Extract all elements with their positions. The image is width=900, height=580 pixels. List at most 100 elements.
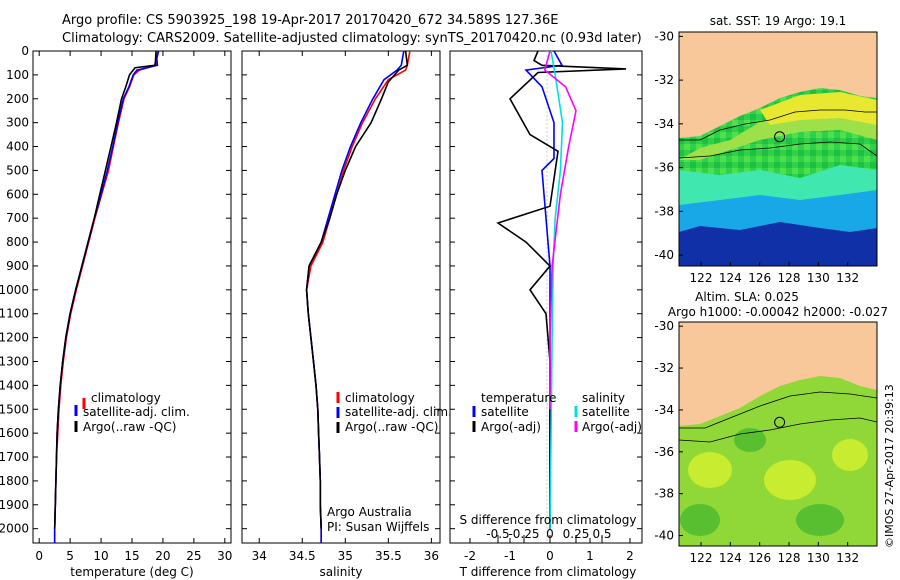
lat-tick-label: -32 <box>654 73 674 87</box>
depth-tick-label: 1300 <box>0 354 29 368</box>
x2-tick-label: -0.5 <box>486 527 509 541</box>
watermark: ©IMOS 27-Apr-2017 20:39:13 <box>883 384 896 548</box>
depth-tick-label: 1900 <box>0 498 29 512</box>
series-line <box>543 51 577 410</box>
lon-tick-label: 122 <box>690 271 713 285</box>
lon-tick-label: 132 <box>836 551 859 565</box>
salinity-y-ticks <box>242 50 440 530</box>
x2-tick-label: 0 <box>546 527 554 541</box>
legend-argo: Argo(..raw -QC) <box>83 420 176 434</box>
lat-tick-label: -36 <box>654 161 674 175</box>
x-tick-label: 2 <box>626 549 634 563</box>
sst-yellow-band <box>760 92 877 125</box>
lon-tick-label: 122 <box>690 551 713 565</box>
lon-tick-label: 132 <box>836 271 859 285</box>
legend-salinity-heading: salinity <box>582 391 625 405</box>
depth-tick-label: 300 <box>6 116 29 130</box>
depth-tick-label: 1100 <box>0 307 29 321</box>
sst-cold-band <box>679 222 877 266</box>
lat-tick-label: -40 <box>654 248 674 262</box>
x-tick-label: 35 <box>338 549 353 563</box>
depth-tick-label: 2000 <box>0 522 29 536</box>
salinity-panel: 34 34.5 35 35.5 36 salinity climatology sate… <box>241 50 452 579</box>
temperature-panel: 0100200300400500600700800900100011001200… <box>0 44 232 579</box>
salinity-xlabel: salinity <box>319 565 362 579</box>
x-tick-label: -2 <box>464 549 476 563</box>
sla-blob <box>734 428 766 452</box>
depth-tick-label: 0 <box>21 44 29 58</box>
x-tick-label: 25 <box>186 549 201 563</box>
series-line <box>496 51 627 529</box>
header-line-1: Argo profile: CS 5903925_198 19-Apr-2017… <box>62 13 558 28</box>
salinity-legend: climatology satellite-adj. clim. Argo(..… <box>336 391 452 434</box>
sla-blob <box>688 452 732 488</box>
series-line <box>305 51 409 529</box>
depth-tick-label: 1600 <box>0 426 29 440</box>
x-tick-label: 36 <box>424 549 439 563</box>
series-line <box>549 51 564 529</box>
t-difference-label: T difference from climatology <box>459 565 637 579</box>
legend-temp-satellite: satellite <box>481 405 529 419</box>
lon-tick-label: 128 <box>778 551 801 565</box>
legend-sal-satellite: satellite <box>582 405 630 419</box>
temperature-legend: climatology satellite-adj. clim. Argo(..… <box>74 391 190 434</box>
legend-temp-argo: Argo(-adj) <box>481 420 541 434</box>
sst-map-title: sat. SST: 19 Argo: 19.1 <box>710 14 847 28</box>
x-tick-label: 0 <box>35 549 43 563</box>
sla-land <box>679 322 877 426</box>
depth-tick-label: 1500 <box>0 402 29 416</box>
sst-contour <box>679 109 877 141</box>
sla-map: Altim. SLA: 0.025 Argo h1000: -0.00042 h… <box>654 290 888 565</box>
depth-tick-label: 700 <box>6 211 29 225</box>
salinity-axes-box <box>241 50 441 544</box>
sst-contour-2 <box>679 141 877 159</box>
salinity-series <box>305 51 411 543</box>
x-tick-label: 34 <box>252 549 267 563</box>
lat-tick-label: -34 <box>654 117 674 131</box>
x-tick-label: 0 <box>546 549 554 563</box>
series-line <box>53 51 157 529</box>
lat-tick-label: -32 <box>654 361 674 375</box>
sla-lon-axis: 122 124 126 128 130 132 <box>690 542 859 565</box>
sst-lat-axis: -30 -32 -34 -36 -38 -40 <box>654 29 683 262</box>
x-tick-label: -1 <box>504 549 516 563</box>
depth-tick-label: 1700 <box>0 450 29 464</box>
x-tick-label: 15 <box>124 549 139 563</box>
depth-tick-label: 800 <box>6 235 29 249</box>
legend-satellite: satellite-adj. clim. <box>345 405 452 419</box>
lat-tick-label: -38 <box>654 204 674 218</box>
sst-cyan-band <box>679 165 877 205</box>
x-tick-label: 5 <box>66 549 74 563</box>
lon-tick-label: 124 <box>719 271 742 285</box>
temperature-x-axis: 0 5 10 15 20 25 30 <box>35 51 232 563</box>
annotation-pi: PI: Susan Wijffels <box>327 520 429 534</box>
x-tick-label: 30 <box>217 549 232 563</box>
sla-map-subtitle: Argo h1000: -0.00042 h2000: -0.027 <box>668 305 888 319</box>
x2-tick-label: 0.5 <box>592 527 611 541</box>
depth-tick-label: 1000 <box>0 283 29 297</box>
s-difference-label: S difference from climatology <box>460 513 637 527</box>
sla-contour <box>679 391 877 429</box>
legend-satellite: satellite-adj. clim. <box>83 405 190 419</box>
lat-tick-label: -30 <box>654 29 674 43</box>
annotation-argo-australia: Argo Australia <box>327 505 412 519</box>
lat-tick-label: -36 <box>654 445 674 459</box>
lat-tick-label: -40 <box>654 529 674 543</box>
salinity-difference-ticks: -0.5-0.25 0 0.25 0.5 <box>486 527 612 543</box>
depth-tick-label: 600 <box>6 187 29 201</box>
depth-tick-label: 100 <box>6 68 29 82</box>
temperature-xlabel: temperature (deg C) <box>70 565 193 579</box>
x-tick-label: 10 <box>93 549 108 563</box>
depth-tick-label: 1200 <box>0 331 29 345</box>
difference-axes-box <box>449 50 643 544</box>
sla-contour-2 <box>679 417 877 443</box>
sst-map-frame <box>678 31 878 267</box>
sla-blob <box>832 439 868 471</box>
header-line-2: Climatology: CARS2009. Satellite-adjuste… <box>62 31 642 46</box>
sla-blob <box>796 504 844 536</box>
lon-tick-label: 128 <box>778 271 801 285</box>
lon-tick-label: 126 <box>748 551 771 565</box>
sla-map-title: Altim. SLA: 0.025 <box>695 290 799 304</box>
series-line <box>524 51 564 529</box>
depth-tick-label: 400 <box>6 140 29 154</box>
